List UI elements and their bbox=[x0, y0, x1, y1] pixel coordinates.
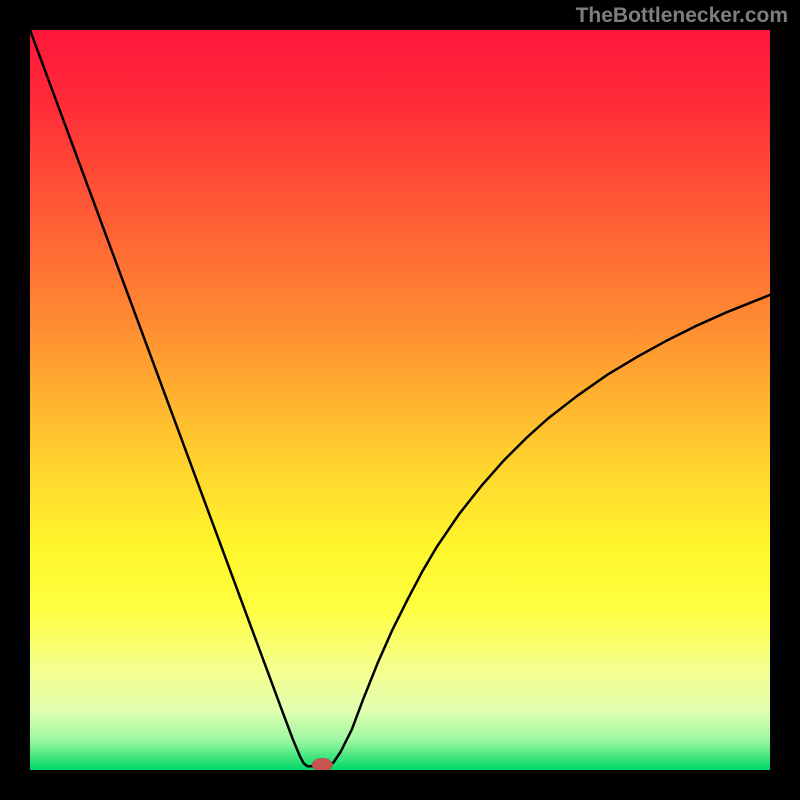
chart-background bbox=[30, 30, 770, 770]
chart-frame: TheBottlenecker.com bbox=[0, 0, 800, 800]
plot-area bbox=[30, 30, 770, 770]
chart-svg bbox=[30, 30, 770, 770]
watermark-text: TheBottlenecker.com bbox=[576, 4, 788, 28]
